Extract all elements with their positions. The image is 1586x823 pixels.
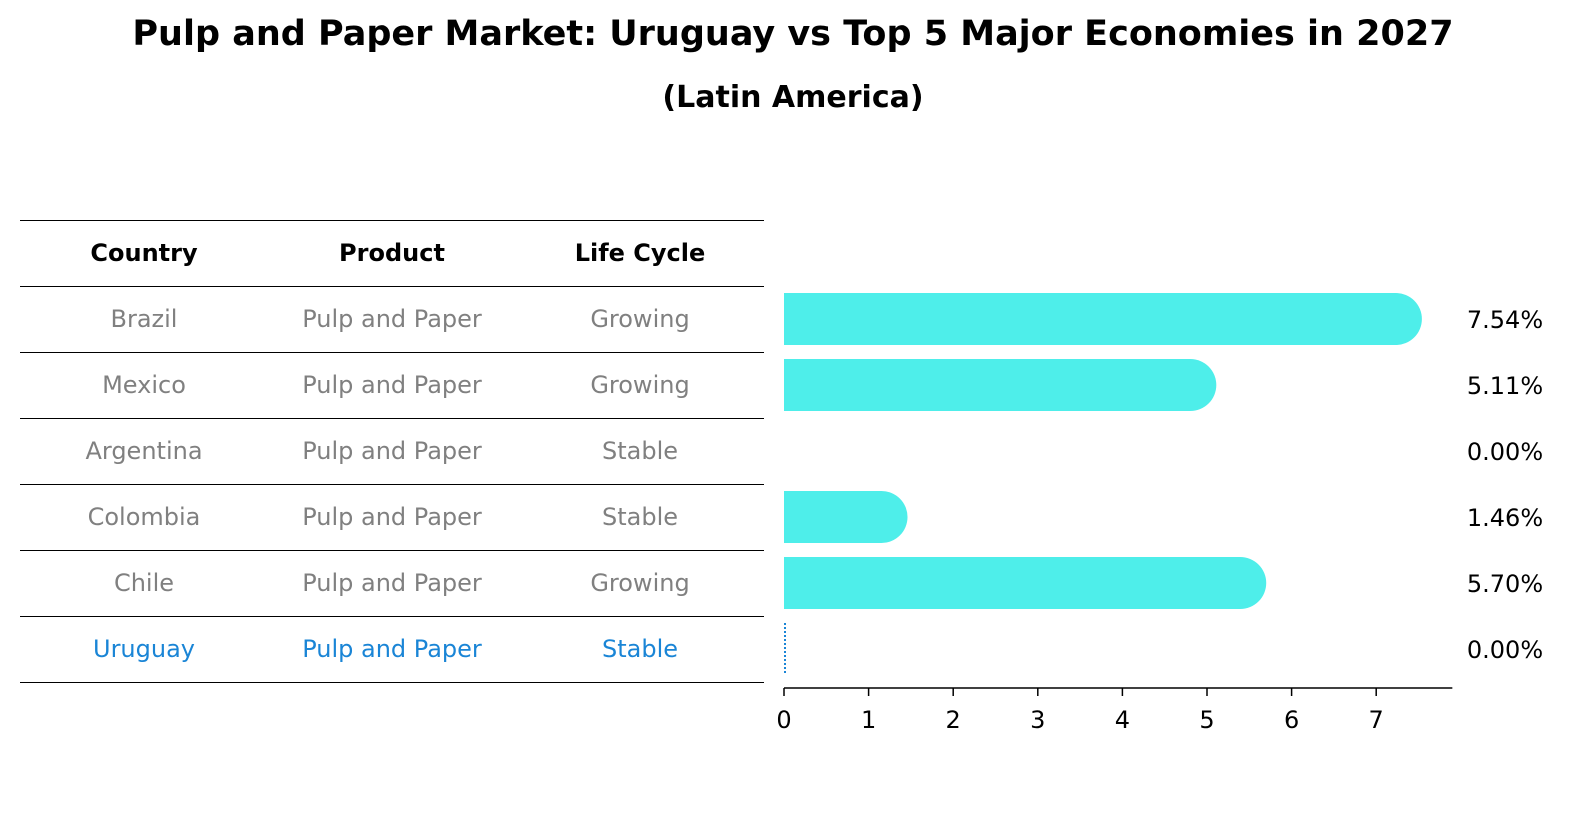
table-rule xyxy=(20,616,764,617)
table-header-country: Country xyxy=(90,239,198,267)
data-label: 7.54% xyxy=(1467,306,1543,334)
table-cell-life-cycle: Growing xyxy=(590,371,690,399)
table-header-life-cycle: Life Cycle xyxy=(574,239,706,267)
table-header-product: Product xyxy=(339,239,445,267)
table-rule xyxy=(20,418,764,419)
table-cell-product-highlight: Pulp and Paper xyxy=(302,635,482,663)
x-tick-label: 1 xyxy=(861,706,876,734)
table-rule xyxy=(20,286,764,287)
bar xyxy=(784,293,1422,345)
table-cell-product: Pulp and Paper xyxy=(302,437,482,465)
table-rule xyxy=(20,682,764,683)
x-tick-label: 6 xyxy=(1284,706,1299,734)
table-cell-country-highlight: Uruguay xyxy=(93,635,195,663)
table-cell-life-cycle-highlight: Stable xyxy=(601,635,679,663)
bar xyxy=(784,491,908,543)
x-tick-label: 7 xyxy=(1369,706,1384,734)
table-cell-product: Pulp and Paper xyxy=(302,371,482,399)
x-tick-label: 0 xyxy=(776,706,791,734)
data-label: 5.70% xyxy=(1467,570,1543,598)
bar xyxy=(784,557,1267,609)
table-rule xyxy=(20,220,764,221)
table-cell-country: Chile xyxy=(113,569,175,597)
x-tick-label: 5 xyxy=(1199,706,1214,734)
table-cell-life-cycle: Stable xyxy=(601,437,679,465)
x-tick-label: 4 xyxy=(1115,706,1130,734)
table-cell-country: Mexico xyxy=(102,371,186,399)
table-cell-country: Argentina xyxy=(85,437,203,465)
table-rule xyxy=(20,550,764,551)
table-rule xyxy=(20,484,764,485)
table-cell-country: Brazil xyxy=(110,305,178,333)
data-label: 1.46% xyxy=(1467,504,1543,532)
x-tick-label: 3 xyxy=(1030,706,1045,734)
table-cell-life-cycle: Growing xyxy=(590,305,690,333)
chart-title: Pulp and Paper Market: Uruguay vs Top 5 … xyxy=(132,14,1454,54)
data-label: 5.11% xyxy=(1467,372,1543,400)
bar xyxy=(784,359,1217,411)
data-label: 0.00% xyxy=(1467,636,1543,664)
chart-subtitle: (Latin America) xyxy=(662,80,924,115)
data-label: 0.00% xyxy=(1467,438,1543,466)
table-cell-country: Colombia xyxy=(87,503,201,531)
table-cell-product: Pulp and Paper xyxy=(302,305,482,333)
x-tick-label: 2 xyxy=(946,706,961,734)
table-cell-life-cycle: Stable xyxy=(601,503,679,531)
table-cell-product: Pulp and Paper xyxy=(302,503,482,531)
table-cell-life-cycle: Growing xyxy=(590,569,690,597)
table-rule xyxy=(20,352,764,353)
table-cell-product: Pulp and Paper xyxy=(302,569,482,597)
